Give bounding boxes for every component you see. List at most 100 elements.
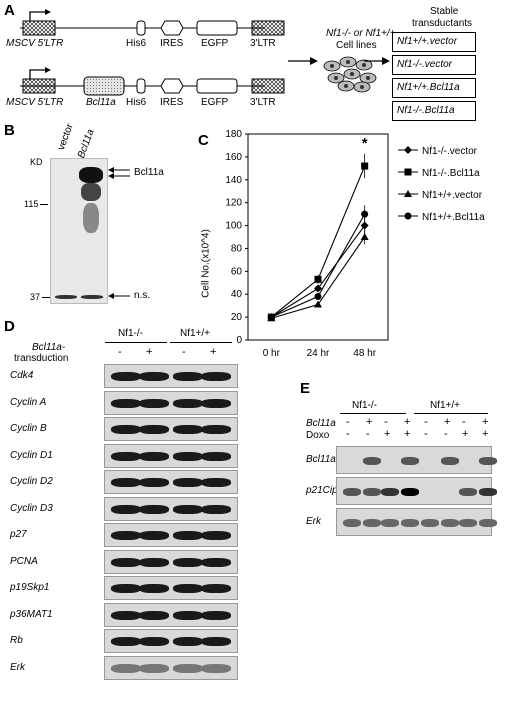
- series-point-3: [361, 210, 369, 218]
- d-row-label: PCNA: [10, 555, 38, 567]
- series-point-3: [314, 293, 322, 301]
- d-group-line-2: [170, 342, 232, 343]
- label-egfp-2: EGFP: [201, 97, 229, 108]
- ns-arrow-icon: [108, 293, 130, 299]
- label-ires-2: IRES: [160, 97, 184, 108]
- marker-115-tick: [40, 204, 48, 205]
- e-bcl-sign: +: [404, 416, 411, 428]
- marker-37: 37: [30, 292, 41, 302]
- y-tick-label: 120: [225, 198, 242, 209]
- d-transduction-label-1: Bcl11a-: [32, 342, 66, 353]
- d-group-nf1-wt: Nf1+/+: [180, 328, 211, 339]
- series-point-0: [360, 221, 369, 230]
- d-row-label: Cdk4: [10, 370, 34, 381]
- label-cell-lines-genotype: Nf1-/- or Nf1+/+: [326, 28, 396, 39]
- label-mscv-5ltr-1: MSCV 5'LTR: [6, 38, 64, 49]
- y-tick-label: 60: [231, 266, 243, 277]
- legend-label: Nf1+/+.Bcl11a: [422, 212, 485, 223]
- cell-cluster-icon: [323, 56, 377, 93]
- e-doxo-sign: +: [404, 428, 411, 440]
- d-row-label: Erk: [10, 661, 25, 673]
- label-3ltr-1: 3'LTR: [250, 38, 276, 49]
- e-doxo-sign: +: [482, 428, 489, 440]
- d-sign: +: [146, 346, 153, 358]
- e-group-nf1-null: Nf1-/-: [352, 400, 377, 411]
- panel-label-a: A: [4, 2, 15, 19]
- marker-37-tick: [42, 297, 50, 298]
- d-blot-strip: [104, 549, 238, 574]
- x-tick-label: 24 hr: [307, 348, 330, 359]
- series-point-2: [360, 233, 369, 240]
- band-label-bcl11a: Bcl11a: [134, 167, 164, 178]
- e-doxo-sign: -: [366, 428, 370, 440]
- transductant-box-3: Nf1+/+.Bcl11a: [392, 78, 476, 98]
- e-bcl11a-label: Bcl11a: [306, 418, 336, 429]
- d-sign: +: [210, 346, 217, 358]
- lane-label-vector: vector: [56, 122, 76, 152]
- e-bcl-sign: -: [384, 416, 388, 428]
- y-tick-label: 20: [231, 312, 243, 323]
- y-tick-label: 0: [236, 335, 242, 346]
- lane-label-bcl11a: Bcl11a: [76, 127, 97, 160]
- y-tick-label: 40: [231, 289, 243, 300]
- e-bcl-sign: +: [482, 416, 489, 428]
- label-his6-1: His6: [126, 38, 147, 49]
- construct-bcl11a-diagram: [20, 67, 285, 96]
- panel-label-e: E: [300, 380, 311, 397]
- legend-marker-2: [404, 190, 412, 197]
- panel-label-b: B: [4, 122, 15, 139]
- e-doxo-sign: -: [424, 428, 428, 440]
- x-tick-label: 48 hr: [353, 348, 376, 359]
- arrow-to-cells-icon: [288, 57, 318, 65]
- e-bcl-sign: -: [462, 416, 466, 428]
- e-blot-strip: [336, 446, 497, 474]
- d-row-label: Rb: [10, 635, 23, 646]
- series-point-2: [314, 300, 322, 308]
- d-row-label: p19Skp1: [10, 582, 50, 593]
- series-point-3: [267, 313, 275, 321]
- legend-marker-0: [404, 146, 412, 154]
- arrow-to-transductants-icon: [364, 57, 390, 65]
- d-row-label: Cyclin A: [10, 396, 47, 408]
- d-blot-strip: [104, 629, 238, 653]
- e-bcl-sign: -: [424, 416, 428, 428]
- legend-marker-3: [404, 212, 412, 220]
- legend-label: Nf1-/-.Bcl11a: [422, 168, 480, 179]
- label-egfp-1: EGFP: [201, 38, 229, 49]
- label-his6-2: His6: [126, 97, 147, 108]
- e-doxo-sign: -: [346, 428, 350, 440]
- marker-115: 115: [24, 199, 39, 209]
- construct-vector-diagram: [20, 9, 285, 36]
- e-doxo-sign: +: [462, 428, 469, 440]
- bcl11a-double-arrow-icon: [108, 167, 130, 179]
- e-row-label: Bcl11a: [306, 454, 336, 465]
- transductant-box-2: Nf1-/-.vector: [392, 55, 476, 75]
- y-tick-label: 180: [225, 129, 242, 140]
- e-group-line-1: [340, 413, 406, 414]
- e-blot-strip: [336, 477, 497, 505]
- d-blot-strip: [104, 523, 238, 547]
- panel-label-d: D: [4, 318, 15, 335]
- e-blot-strip: [336, 508, 497, 536]
- e-doxo-sign: +: [384, 428, 391, 440]
- d-row-label: Cyclin D2: [10, 476, 53, 487]
- series-point-1: [361, 162, 369, 170]
- label-mscv-5ltr-2: MSCV 5'LTR: [6, 97, 64, 108]
- e-doxo-sign: -: [444, 428, 448, 440]
- panel-label-c: C: [198, 132, 209, 149]
- e-row-label: Erk: [306, 516, 321, 527]
- band-label-ns: n.s.: [134, 290, 151, 301]
- significance-star: *: [362, 135, 368, 152]
- d-blot-strip: [104, 417, 238, 441]
- western-blot-b: [50, 158, 108, 304]
- d-blot-strip: [104, 576, 238, 600]
- d-blot-strip: [104, 602, 238, 627]
- y-tick-label: 160: [225, 152, 242, 163]
- label-bcl11a-insert: Bcl11a: [86, 97, 116, 108]
- stable-title-1: Stable: [430, 6, 459, 17]
- e-doxo-label: Doxo: [306, 430, 330, 441]
- d-blot-strip: [104, 655, 238, 680]
- legend-label: Nf1-/-.vector: [422, 146, 478, 157]
- d-sign: -: [118, 346, 122, 358]
- label-3ltr-2: 3'LTR: [250, 97, 276, 108]
